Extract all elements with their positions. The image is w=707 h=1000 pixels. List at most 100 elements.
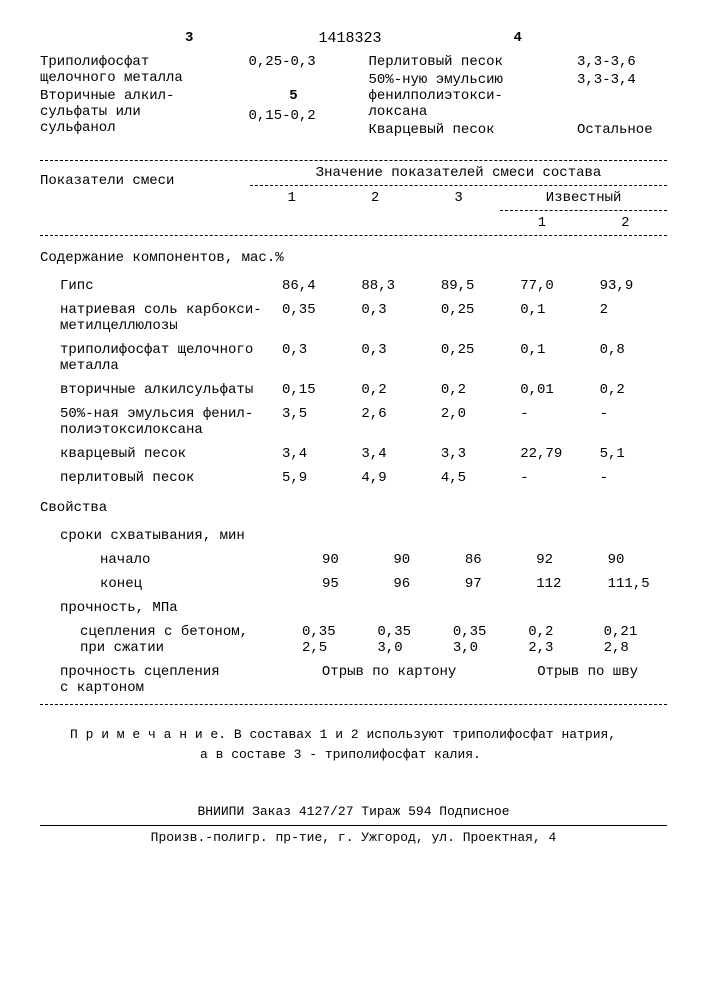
note-prefix: П р и м е ч а н и е. [70,727,226,742]
data-cols: 0,350,30,250,12 [270,302,667,334]
divider [40,160,667,161]
footer-line: ВНИИПИ Заказ 4127/27 Тираж 594 Подписное [40,804,667,819]
data-cell: 89,5 [429,278,508,294]
ingredient-val: 0,25-0,3 [249,54,339,86]
divider [40,704,667,705]
col-header-known: Известный 1 2 [500,190,667,231]
row-label: триполифосфат щелочного металла [40,342,270,374]
row-label: прочность, МПа [40,600,270,616]
note-line: а в составе 3 - триполифосфат калия. [70,745,481,765]
col-headers: 1 2 3 Известный 1 2 [250,190,667,231]
data-cell: 0,01 [508,382,587,398]
footer: ВНИИПИ Заказ 4127/27 Тираж 594 Подписное… [40,804,667,845]
data-cols: Отрыв по картону Отрыв по шву [270,664,667,696]
data-cell: 0,1 [508,342,587,374]
merged-cell: Отрыв по картону [270,664,508,696]
ingredient-val: 5 0,15-0,2 [249,88,339,136]
ingredient-val: 3,3-3,4 [577,72,667,120]
data-cell: 90 [596,552,667,568]
data-cell: 0,35 3,0 [365,624,440,656]
data-cell: 4,5 [429,470,508,486]
data-cell: 2,0 [429,406,508,438]
data-cols: 5,94,94,5-- [270,470,667,486]
top-right-col: 4 Перлитовый песок 3,3-3,6 50%-ную эмуль… [369,30,668,140]
data-cell: 0,21 2,8 [592,624,667,656]
table-row: прочность, МПа [40,600,667,616]
col-num-5: 5 [249,88,339,104]
data-cell: 0,25 [429,302,508,334]
data-cell: 0,35 [270,302,349,334]
note: П р и м е ч а н и е. В составах 1 и 2 ис… [70,725,667,764]
table-row: прочность сцепления с картоном Отрыв по … [40,664,667,696]
data-cell: 86,4 [270,278,349,294]
ingredient-val: 3,3-3,6 [577,54,667,70]
data-cell: 3,4 [270,446,349,462]
data-cell: - [508,470,587,486]
known-label: Известный [500,190,667,206]
data-cols: 9090869290 [310,552,667,568]
data-cell: - [588,470,667,486]
data-cell: 0,15 [270,382,349,398]
ingredient-row: Триполифосфат щелочного металла 0,25-0,3 [40,54,339,86]
data-cell: 5,9 [270,470,349,486]
divider [250,185,667,186]
data-cell: 0,35 3,0 [441,624,516,656]
sub-headers: 1 2 [500,215,667,231]
divider [40,825,667,826]
data-cell: 96 [381,576,452,592]
data-cell: 93,9 [588,278,667,294]
data-cell: 92 [524,552,595,568]
divider [500,210,667,211]
data-cell: 97 [453,576,524,592]
data-cell: 88,3 [349,278,428,294]
data-cell: - [588,406,667,438]
data-cell: 112 [524,576,595,592]
data-cell: 22,79 [508,446,587,462]
ingredient-row: 50%-ную эмульсию фенилполиэтокси- локсан… [369,72,668,120]
row-label: 50%-ная эмульсия фенил- полиэтоксилоксан… [40,406,270,438]
data-cell: 0,1 [508,302,587,334]
table-row: Гипс86,488,389,577,093,9 [40,278,667,294]
sub-header: 1 [500,215,583,231]
ingredient-name: Кварцевый песок [369,122,578,138]
patent-number: 1418323 [319,30,349,47]
ingredient-name: Перлитовый песок [369,54,578,70]
data-cols [270,528,667,544]
table-rows-2: сроки схватывания, минначало9090869290ко… [40,528,667,656]
data-cell: 0,35 2,5 [290,624,365,656]
data-cell: 0,2 [349,382,428,398]
section-head: Содержание компонентов, мас.% [40,250,667,266]
table-header: Показатели смеси Значение показателей см… [40,165,667,231]
table-row: триполифосфат щелочного металла0,30,30,2… [40,342,667,374]
ingredient-name: Вторичные алкил- сульфаты или сульфанол [40,88,249,136]
data-cols: 0,150,20,20,010,2 [270,382,667,398]
data-cell: 0,2 [429,382,508,398]
col-num-3: 3 [40,30,339,46]
row-label: конец [40,576,310,592]
table-row: вторичные алкилсульфаты0,150,20,20,010,2 [40,382,667,398]
merged-cell: Отрыв по шву [508,664,667,696]
row-label: перлитовый песок [40,470,270,486]
data-cols [270,600,667,616]
row-label: кварцевый песок [40,446,270,462]
data-cell: 0,8 [588,342,667,374]
data-cell: 2,6 [349,406,428,438]
table-rows-1: Гипс86,488,389,577,093,9 натриевая соль к… [40,278,667,486]
data-cols: 0,30,30,250,10,8 [270,342,667,374]
divider [40,235,667,236]
data-cols: 86,488,389,577,093,9 [270,278,667,294]
section-head: Свойства [40,500,667,516]
col-header: 1 [250,190,333,231]
table-row: сроки схватывания, мин [40,528,667,544]
data-cell: 95 [310,576,381,592]
row-label: сроки схватывания, мин [40,528,270,544]
data-cell: 3,3 [429,446,508,462]
table-row: натриевая соль карбокси- метилцеллюлозы0… [40,302,667,334]
sub-header: 2 [584,215,667,231]
row-label: вторичные алкилсульфаты [40,382,270,398]
row-label: прочность сцепления с картоном [40,664,270,696]
ingredient-name: 50%-ную эмульсию фенилполиэтокси- локсан… [369,72,578,120]
row-label: Гипс [40,278,270,294]
note-line: В составах 1 и 2 используют триполифосфа… [234,727,616,742]
data-cell: 0,25 [429,342,508,374]
